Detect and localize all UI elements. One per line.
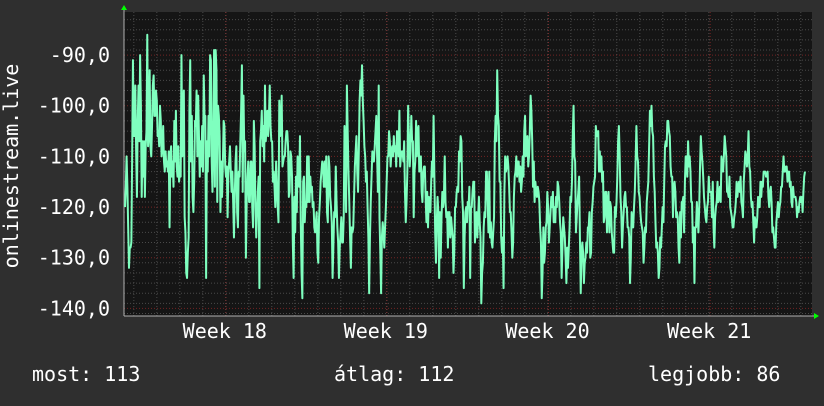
series-layer bbox=[124, 33, 806, 305]
stat-current: most: 113 bbox=[32, 362, 141, 386]
stat-average: átlag: 112 bbox=[334, 362, 455, 386]
x-tick-label: Week 18 bbox=[183, 319, 267, 343]
plot-area bbox=[124, 12, 812, 316]
stat-best: legjobb: 86 bbox=[648, 362, 781, 386]
y-tick-label: -110,0 bbox=[38, 144, 110, 168]
x-tick-label: Week 21 bbox=[667, 319, 751, 343]
series-line bbox=[124, 33, 806, 305]
y-tick-label: -120,0 bbox=[38, 195, 110, 219]
y-tick-label: -130,0 bbox=[38, 246, 110, 270]
x-tick-label: Week 19 bbox=[344, 319, 428, 343]
x-tick-label: Week 20 bbox=[505, 319, 589, 343]
y-axis-arrow bbox=[121, 5, 127, 10]
axes: -90,0 -100,0 -110,0 -120,0 -130,0 -140,0 Week … bbox=[38, 5, 819, 343]
y-tick-label: -90,0 bbox=[50, 43, 110, 67]
y-axis-label: onlinestream.live bbox=[0, 64, 23, 269]
y-tick-label: -140,0 bbox=[38, 296, 110, 320]
x-axis-arrow bbox=[814, 313, 819, 319]
y-tick-label: -100,0 bbox=[38, 94, 110, 118]
